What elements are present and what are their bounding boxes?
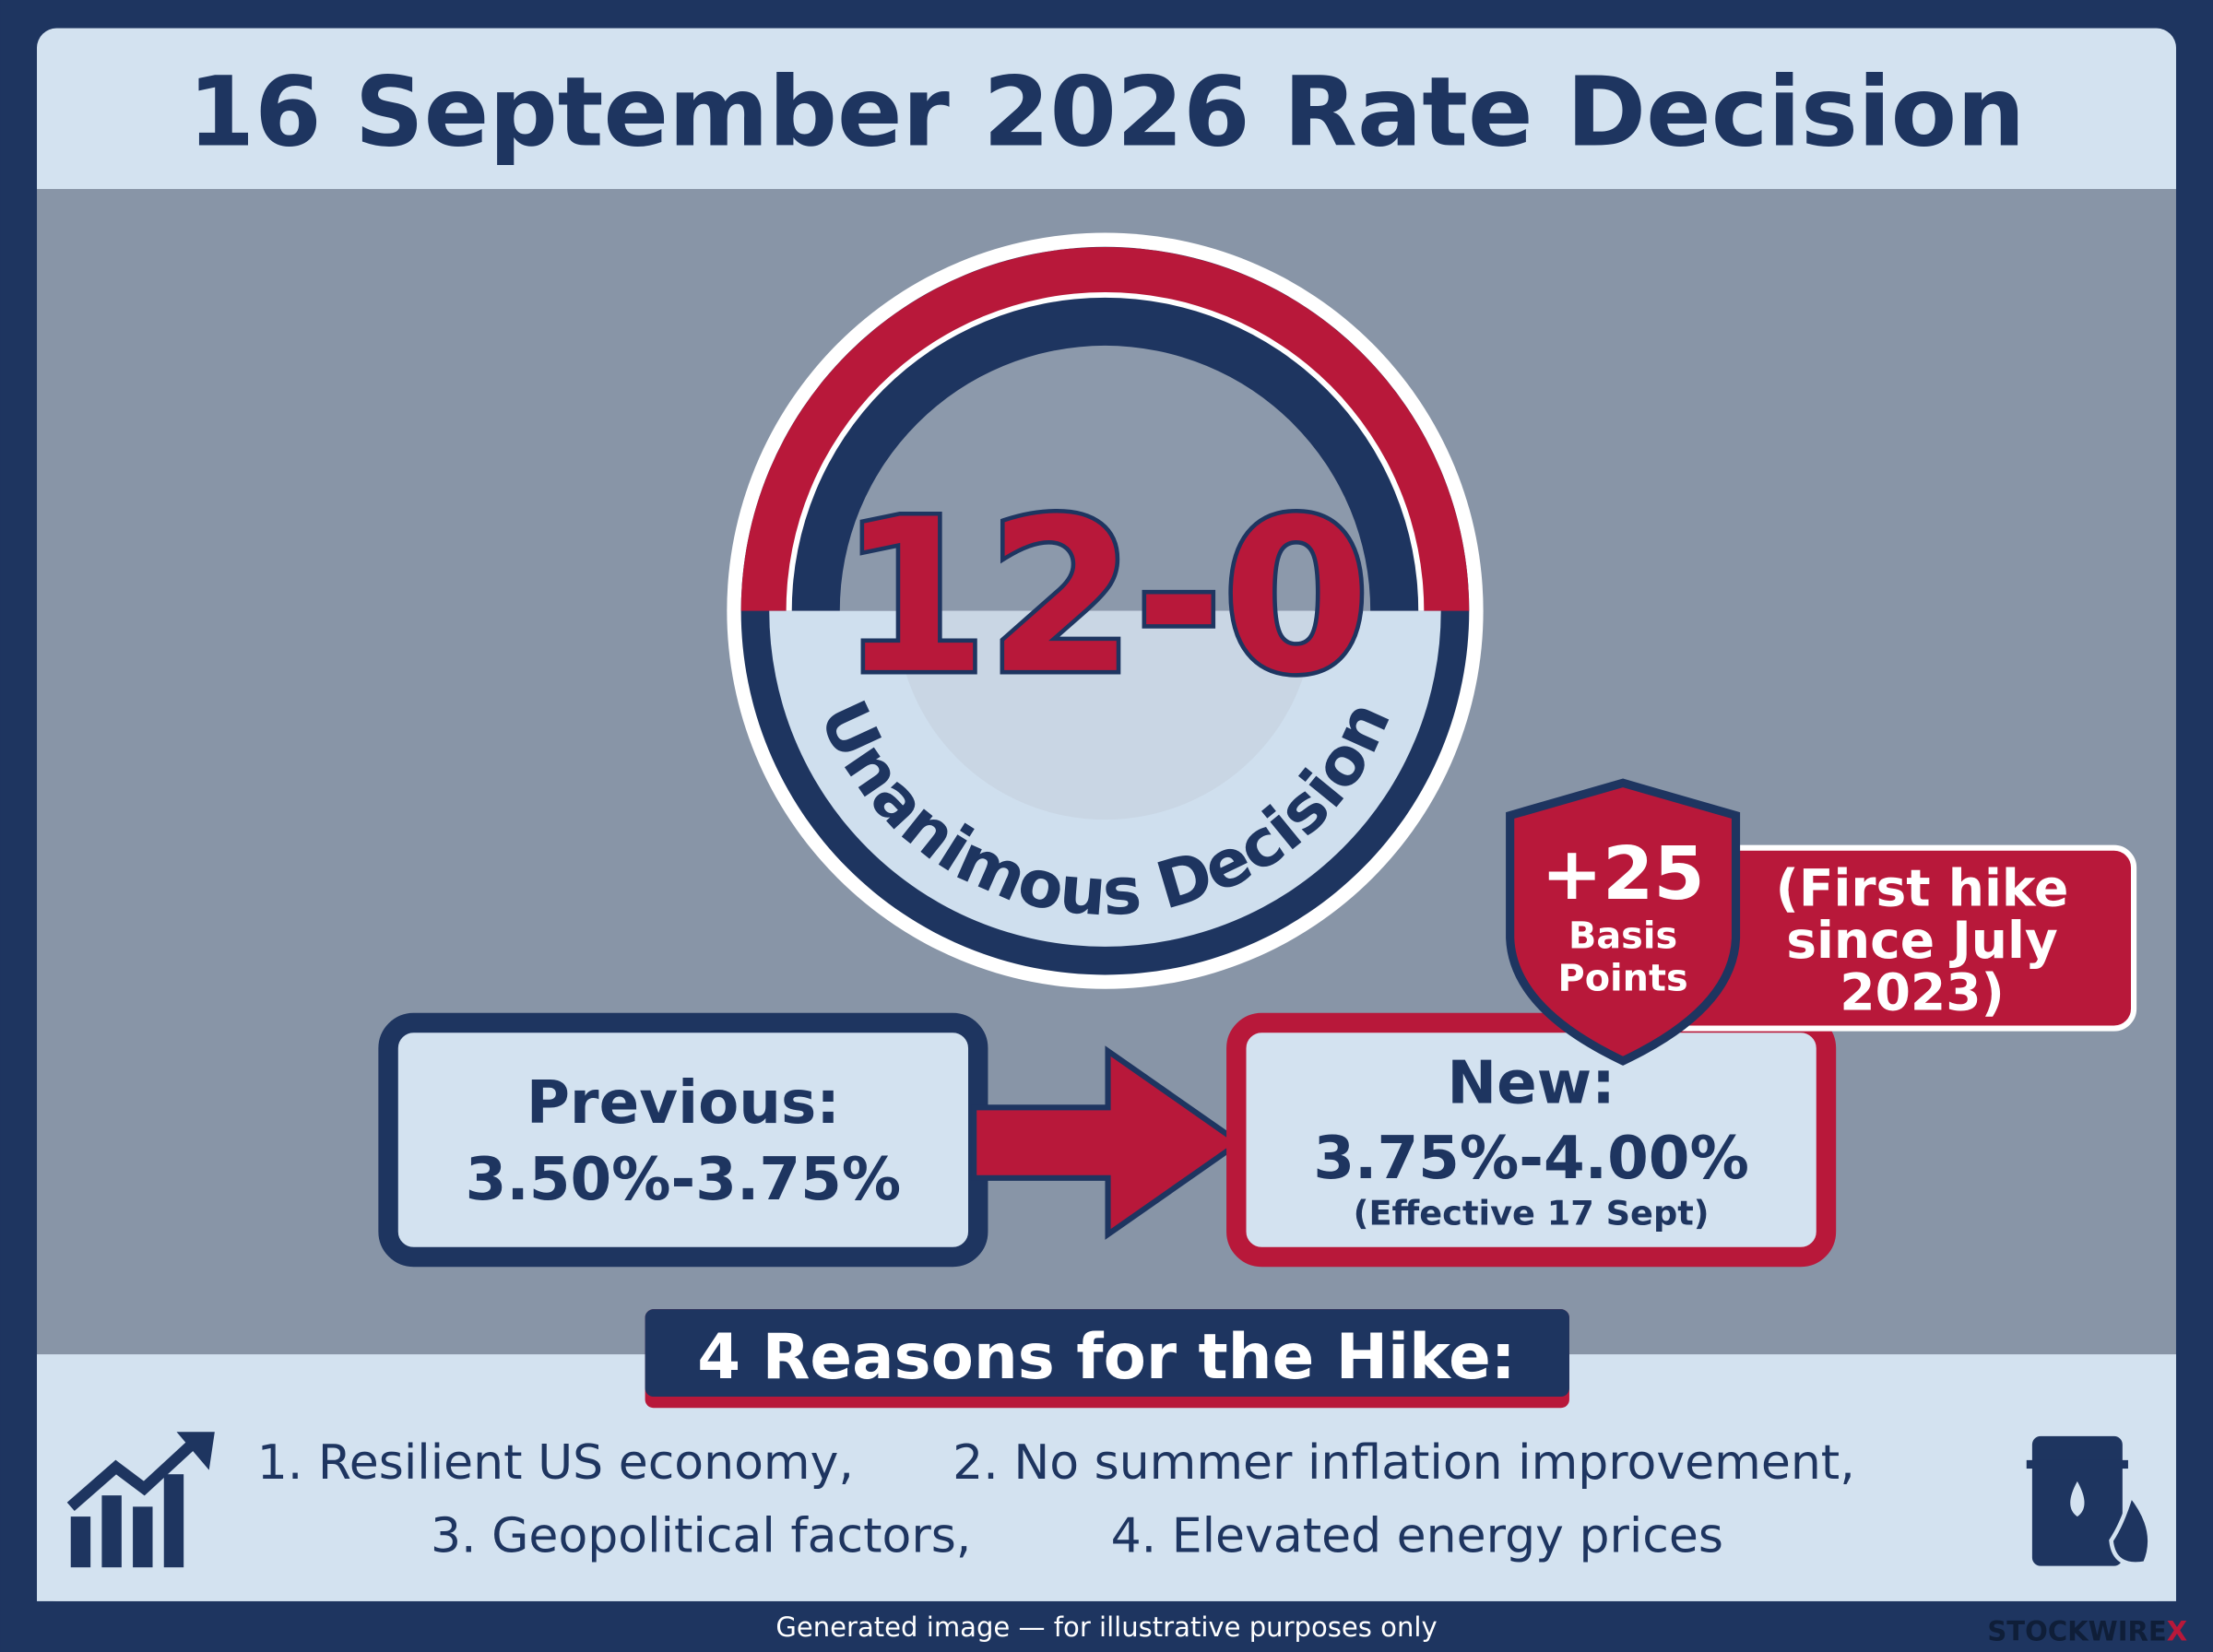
note-line: (First hike xyxy=(1776,858,2069,917)
reason: 1. Resilient US economy, xyxy=(257,1435,854,1491)
title-bar xyxy=(37,28,2176,190)
previous-box xyxy=(378,1012,988,1268)
reason: 4. Elevated energy prices xyxy=(1111,1508,1723,1564)
shield-label-line: Basis xyxy=(1568,914,1677,957)
shield-value: +25 xyxy=(1541,831,1704,916)
title: 16 September 2026 Rate Decision xyxy=(188,56,2025,169)
disclaimer: Generated image — for illustrative purpo… xyxy=(775,1611,1437,1643)
growth-icon xyxy=(66,1432,215,1568)
reason: 3. Geopolitical factors, xyxy=(431,1508,971,1564)
reason: 2. No summer inflation improvement, xyxy=(953,1435,1855,1491)
shield xyxy=(1506,778,1741,1066)
reasons-tag xyxy=(645,1309,1569,1398)
note-line: since July xyxy=(1786,911,2058,970)
arrow xyxy=(971,1045,1245,1240)
previous-range: 3.50%-3.75% xyxy=(466,1145,902,1214)
note-line: 2023) xyxy=(1840,963,2004,1022)
new-box xyxy=(1226,1012,1837,1268)
new-label: New: xyxy=(1447,1049,1615,1118)
badge: 12-0 Unanimous Decision xyxy=(727,232,1484,989)
reasons-heading: 4 Reasons for the Hike: xyxy=(697,1321,1515,1393)
new-effective: (Effective 17 Sept) xyxy=(1354,1193,1710,1233)
score: 12-0 xyxy=(840,475,1369,721)
new-range: 3.75%-4.00% xyxy=(1313,1124,1749,1193)
energy-icon xyxy=(2026,1435,2152,1566)
brand: STOCKWIREX xyxy=(1987,1616,2187,1647)
previous-label: Previous: xyxy=(527,1068,840,1138)
brand-mark: X xyxy=(2167,1616,2187,1647)
brand-name: STOCKWIRE xyxy=(1987,1616,2166,1647)
shield-label-line: Points xyxy=(1558,957,1688,999)
